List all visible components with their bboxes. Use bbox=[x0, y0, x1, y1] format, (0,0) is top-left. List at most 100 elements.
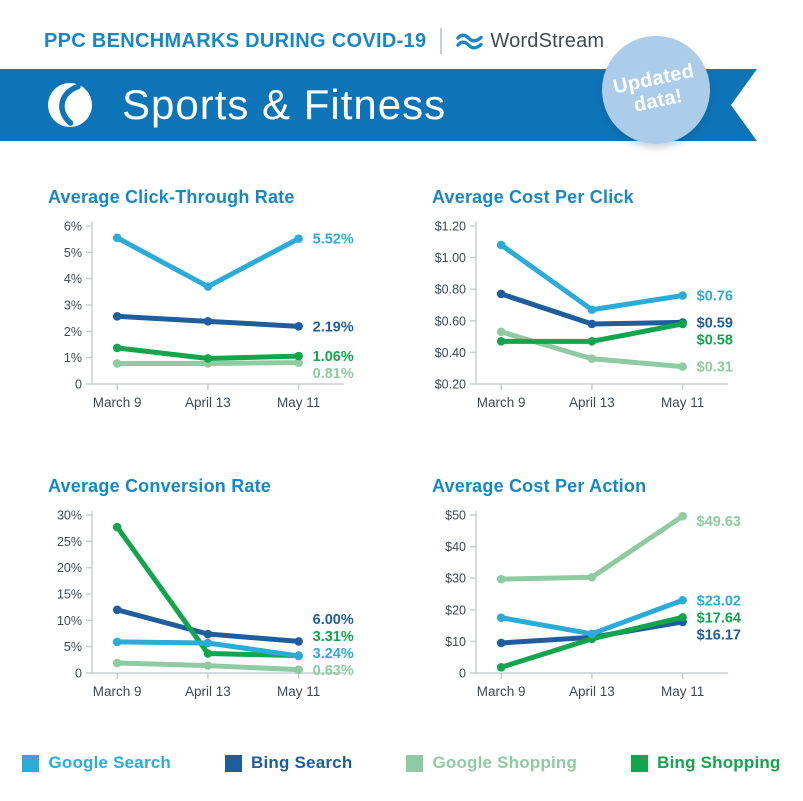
cvr-line-chart: 0 5% 10% 15% 20% 25% 30% March 9 April 13 May 11 6… bbox=[57, 509, 354, 700]
series-end-label: 1.06% bbox=[313, 349, 354, 365]
data-point bbox=[203, 629, 213, 639]
x-tick-label: April 13 bbox=[185, 395, 231, 410]
data-point bbox=[294, 351, 303, 361]
legend-swatch-google-shopping bbox=[406, 754, 424, 772]
data-point bbox=[496, 337, 506, 346]
x-tick-label: March 9 bbox=[93, 395, 142, 410]
data-point bbox=[587, 629, 597, 639]
data-point bbox=[587, 305, 597, 315]
y-tick-label: 2% bbox=[64, 325, 82, 339]
series-line-google-search bbox=[114, 235, 302, 290]
y-tick-label: 25% bbox=[57, 535, 82, 549]
series-line-google-shopping bbox=[498, 513, 686, 582]
data-point bbox=[203, 317, 213, 326]
x-tick-label: March 9 bbox=[477, 395, 526, 410]
data-point bbox=[496, 663, 506, 672]
banner: Sports & Fitness Updated data! bbox=[0, 36, 803, 144]
y-tick-label: $0.80 bbox=[435, 283, 466, 297]
x-tick-label: April 13 bbox=[569, 395, 615, 410]
data-point bbox=[112, 658, 122, 668]
data-point bbox=[203, 649, 213, 658]
y-tick-label: 0 bbox=[75, 378, 82, 392]
y-tick-label: 30% bbox=[57, 509, 82, 523]
data-point bbox=[587, 354, 597, 364]
y-tick-label: 1% bbox=[64, 351, 82, 365]
legend-swatch-bing-shopping bbox=[631, 754, 649, 772]
data-point bbox=[587, 319, 597, 329]
data-point bbox=[203, 661, 213, 670]
series-end-label: $0.31 bbox=[697, 360, 733, 376]
brand-name: WordStream bbox=[490, 29, 605, 52]
series-end-label: $0.59 bbox=[697, 315, 733, 331]
series-end-label: 6.00% bbox=[313, 612, 354, 628]
y-tick-label: $0.60 bbox=[435, 314, 466, 328]
y-tick-label: 0 bbox=[459, 667, 466, 681]
series-end-label: $16.17 bbox=[697, 627, 741, 643]
data-point bbox=[496, 613, 506, 622]
y-tick-label: $1.20 bbox=[435, 220, 466, 234]
data-point bbox=[112, 343, 122, 353]
y-tick-label: $1.00 bbox=[435, 251, 466, 265]
legend-item-google-shopping: Google Shopping bbox=[406, 753, 577, 773]
data-point bbox=[112, 233, 122, 243]
legend-swatch-bing-search bbox=[225, 754, 243, 772]
y-tick-label: $20 bbox=[445, 603, 466, 617]
x-tick-label: March 9 bbox=[477, 684, 526, 699]
legend: Google Search Bing Search Google Shoppin… bbox=[0, 753, 803, 773]
legend-label: Bing Shopping bbox=[657, 753, 781, 772]
axis bbox=[475, 511, 728, 674]
data-point bbox=[587, 572, 597, 582]
wordstream-logo: WordStream bbox=[456, 30, 604, 53]
y-tick-label: 5% bbox=[64, 246, 82, 260]
y-tick-label: $30 bbox=[445, 572, 466, 586]
data-point bbox=[496, 327, 506, 337]
badge-text: Updated data! bbox=[611, 59, 697, 117]
series-end-label: 3.24% bbox=[313, 646, 354, 662]
y-tick-label: $40 bbox=[445, 540, 466, 554]
legend-label: Google Search bbox=[48, 753, 172, 772]
x-tick-label: April 13 bbox=[569, 684, 615, 699]
category-title: Sports & Fitness bbox=[122, 81, 447, 128]
y-tick-label: $10 bbox=[445, 635, 466, 649]
charts-grid: Average Click-Through Rate 0 1% 2% 3% 4% 5% 6%… bbox=[44, 187, 763, 705]
chart-title-cpa: Average Cost Per Action bbox=[432, 476, 647, 496]
legend-item-bing-shopping: Bing Shopping bbox=[631, 753, 780, 773]
data-point bbox=[678, 612, 687, 622]
legend-label: Google Shopping bbox=[432, 753, 578, 772]
data-point bbox=[496, 289, 506, 299]
y-tick-label: $0.20 bbox=[435, 378, 466, 392]
y-tick-label: 20% bbox=[57, 561, 82, 575]
legend-item-google-search: Google Search bbox=[22, 753, 171, 773]
chart-card-cvr: Average Conversion Rate 0 5% 10% 15% 20% 25% 3… bbox=[44, 476, 404, 705]
chart-card-cpa: Average Cost Per Action 0 $10 $20 $30 $40 $50… bbox=[428, 476, 788, 705]
data-point bbox=[678, 291, 687, 300]
chart-card-cpc: Average Cost Per Click $0.20 $0.40 $0.60 $0… bbox=[428, 187, 788, 416]
series-end-label: 2.19% bbox=[313, 319, 354, 335]
data-point bbox=[678, 362, 687, 371]
x-tick-label: May 11 bbox=[661, 395, 704, 410]
data-point bbox=[203, 282, 213, 291]
y-tick-label: 3% bbox=[64, 299, 82, 313]
y-tick-label: 0 bbox=[75, 667, 82, 681]
data-point bbox=[112, 605, 122, 615]
series-end-label: $17.64 bbox=[697, 610, 741, 626]
y-tick-label: $0.40 bbox=[435, 346, 466, 360]
y-tick-label: 10% bbox=[57, 614, 82, 628]
header: PPC BENCHMARKS DURING COVID-19 WordStrea… bbox=[0, 0, 803, 58]
x-tick-label: April 13 bbox=[185, 684, 231, 699]
data-point bbox=[678, 595, 687, 605]
tennis-ball-icon bbox=[48, 83, 92, 127]
cpc-line-chart: $0.20 $0.40 $0.60 $0.80 $1.00 $1.20 March 9 Apr… bbox=[435, 220, 733, 411]
data-point bbox=[496, 574, 506, 584]
axis bbox=[91, 511, 344, 674]
data-point bbox=[203, 354, 213, 363]
data-point bbox=[294, 637, 303, 646]
series-line-google-search bbox=[498, 242, 686, 313]
chart-title-cpc: Average Cost Per Click bbox=[432, 187, 634, 207]
series-end-label: $0.76 bbox=[697, 289, 733, 305]
cpa-line-chart: 0 $10 $20 $30 $40 $50 March 9 April 13 May 11 $49… bbox=[445, 509, 741, 700]
ctr-line-chart: 0 1% 2% 3% 4% 5% 6% March 9 April 13 May 11 5.52% 2… bbox=[64, 220, 354, 411]
data-point bbox=[587, 337, 597, 346]
data-point bbox=[294, 665, 303, 674]
